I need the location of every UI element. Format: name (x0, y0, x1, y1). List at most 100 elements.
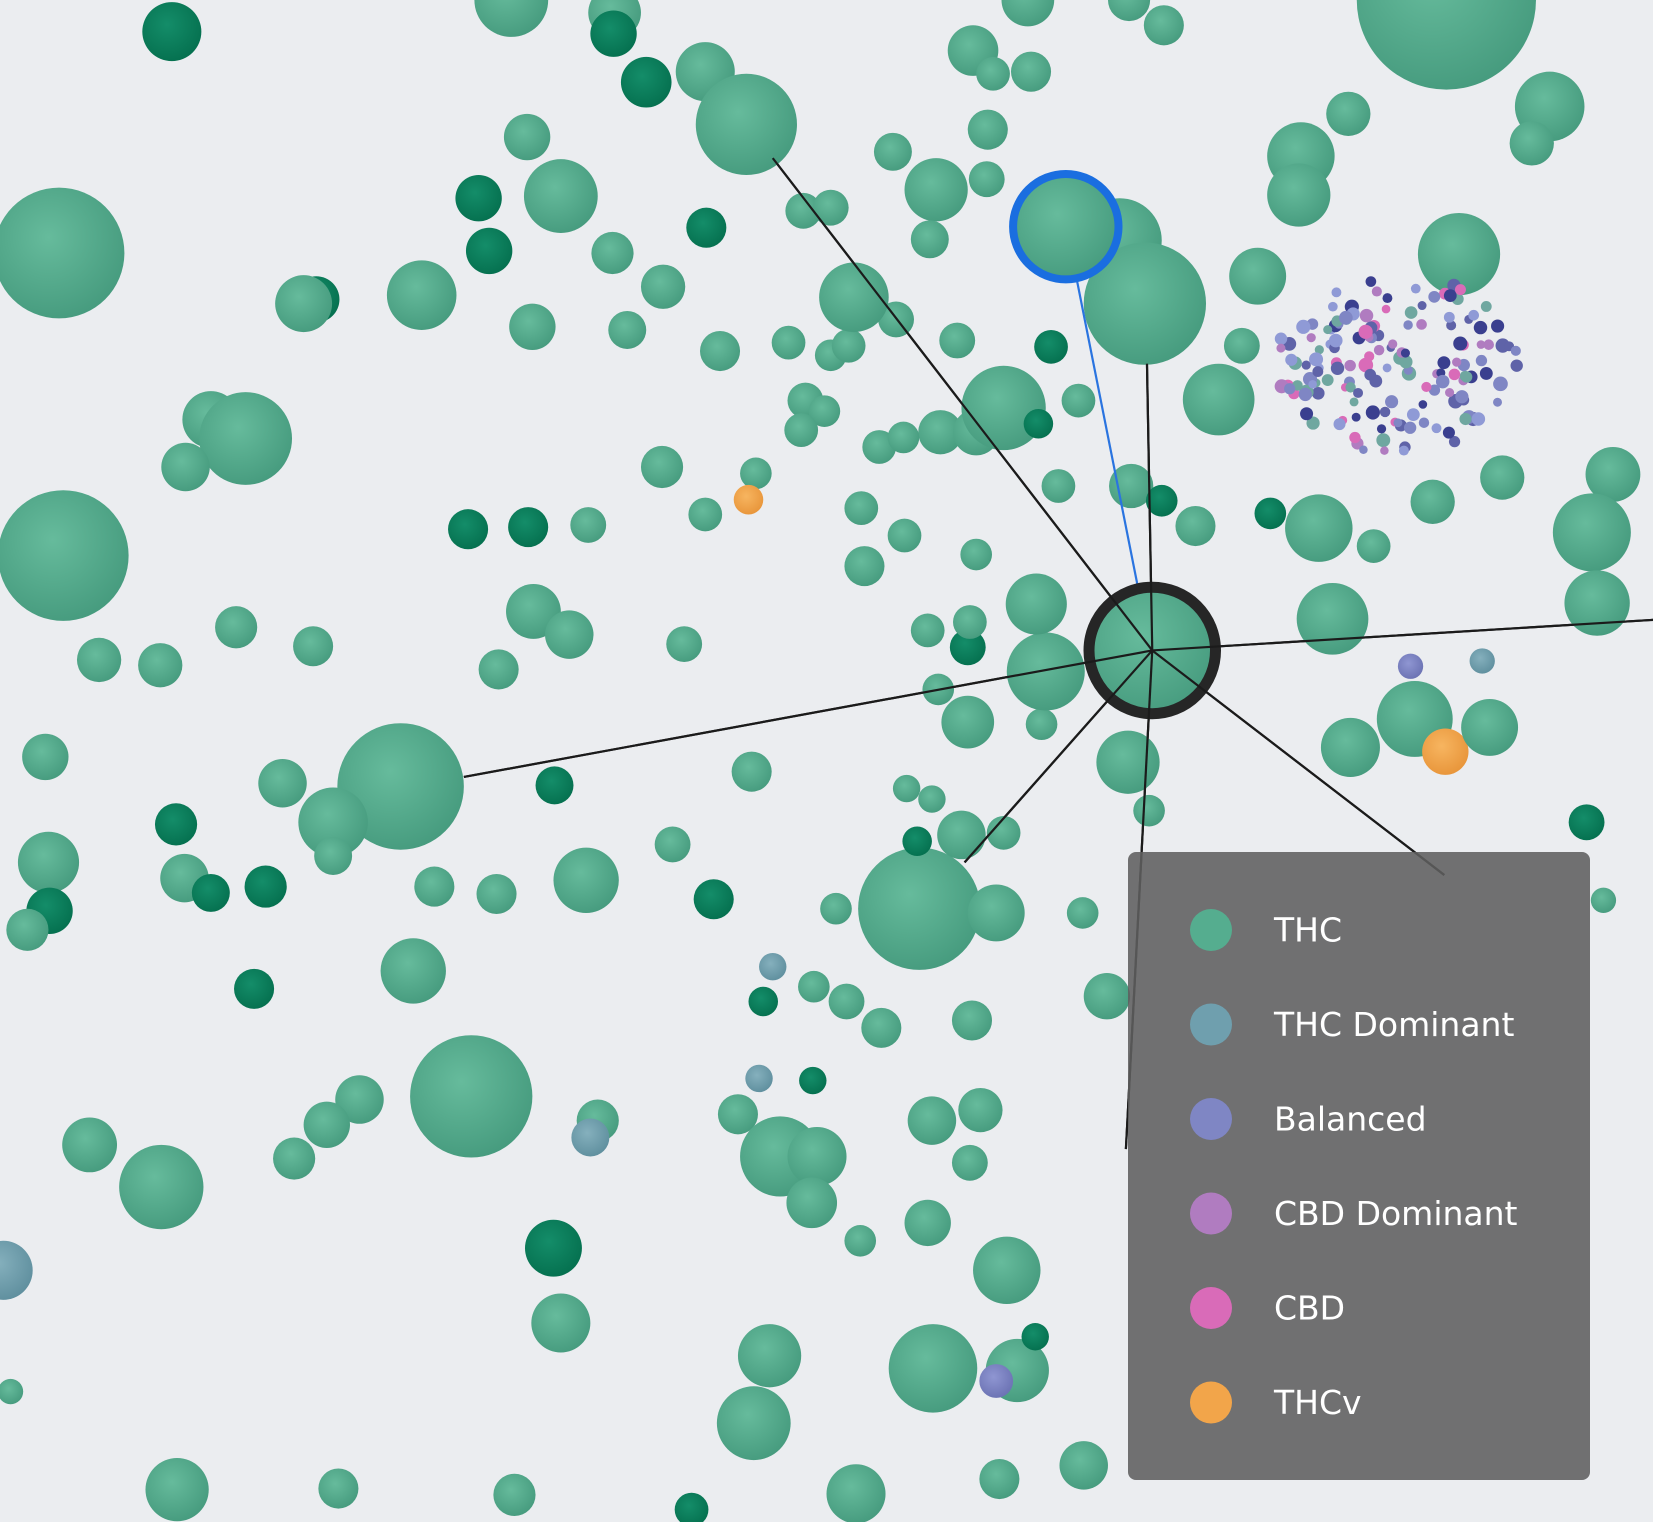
node[interactable] (1041, 469, 1076, 503)
node[interactable] (335, 1075, 384, 1124)
node[interactable] (967, 884, 1025, 942)
node[interactable] (1398, 445, 1409, 456)
node[interactable] (733, 484, 764, 515)
node[interactable] (524, 1219, 582, 1277)
node[interactable] (1312, 366, 1324, 378)
node[interactable] (902, 826, 932, 857)
node[interactable] (1083, 242, 1207, 365)
node[interactable] (1428, 290, 1441, 303)
node[interactable] (759, 953, 787, 981)
node[interactable] (1059, 1441, 1108, 1490)
node[interactable] (688, 497, 723, 532)
node[interactable] (699, 331, 741, 372)
node[interactable] (1446, 320, 1457, 331)
node[interactable] (410, 1035, 533, 1158)
node[interactable] (1454, 284, 1466, 296)
node[interactable] (620, 56, 672, 108)
node[interactable] (1351, 412, 1361, 422)
node[interactable] (1023, 409, 1054, 439)
node[interactable] (215, 606, 258, 649)
node[interactable] (1296, 582, 1369, 655)
node[interactable] (1379, 406, 1391, 418)
node[interactable] (654, 826, 691, 863)
node[interactable] (731, 751, 772, 792)
node[interactable] (1400, 348, 1410, 358)
node[interactable] (145, 1457, 209, 1522)
node[interactable] (717, 1094, 758, 1135)
node[interactable] (1365, 405, 1380, 420)
node[interactable] (1356, 0, 1536, 90)
node[interactable] (154, 803, 198, 846)
node[interactable] (918, 410, 963, 455)
node[interactable] (1349, 397, 1359, 407)
node[interactable] (1338, 310, 1353, 325)
node[interactable] (1393, 418, 1403, 428)
node[interactable] (737, 1324, 802, 1388)
node[interactable] (1274, 332, 1288, 345)
node[interactable] (1025, 708, 1058, 741)
node[interactable] (1005, 573, 1067, 635)
node[interactable] (1298, 387, 1312, 402)
node[interactable] (1358, 324, 1373, 339)
node[interactable] (1344, 359, 1356, 372)
node[interactable] (1376, 433, 1391, 448)
node[interactable] (1267, 163, 1331, 227)
node[interactable] (1333, 418, 1346, 431)
node[interactable] (787, 1126, 847, 1186)
node[interactable] (275, 275, 333, 333)
node[interactable] (523, 159, 598, 233)
node[interactable] (1509, 121, 1554, 166)
node[interactable] (478, 649, 519, 690)
node[interactable] (979, 1364, 1014, 1398)
node[interactable] (1417, 301, 1427, 311)
node[interactable] (976, 56, 1010, 91)
node[interactable] (831, 328, 866, 363)
node[interactable] (910, 220, 949, 259)
node[interactable] (674, 1492, 709, 1522)
node[interactable] (1418, 400, 1428, 409)
node[interactable] (234, 968, 275, 1009)
node[interactable] (844, 1224, 877, 1257)
node[interactable] (907, 1096, 957, 1145)
node[interactable] (716, 1386, 791, 1461)
node[interactable] (1083, 973, 1131, 1020)
node[interactable] (1358, 357, 1374, 373)
node[interactable] (545, 610, 594, 659)
node[interactable] (1306, 416, 1320, 430)
node[interactable] (508, 507, 549, 548)
node[interactable] (474, 0, 549, 37)
node[interactable] (960, 538, 993, 571)
node[interactable] (939, 322, 976, 359)
node[interactable] (1385, 395, 1399, 409)
node[interactable] (1021, 1323, 1049, 1351)
node[interactable] (640, 264, 686, 309)
node[interactable] (888, 1324, 978, 1413)
node[interactable] (861, 1007, 902, 1048)
node[interactable] (465, 227, 513, 275)
node[interactable] (0, 490, 129, 621)
node[interactable] (337, 723, 464, 850)
node[interactable] (771, 325, 806, 360)
node[interactable] (1314, 345, 1324, 355)
node[interactable] (503, 113, 551, 161)
node[interactable] (1455, 390, 1469, 404)
node[interactable] (608, 310, 647, 349)
node[interactable] (244, 865, 287, 908)
node[interactable] (1107, 0, 1151, 22)
node[interactable] (1306, 333, 1316, 343)
node[interactable] (910, 613, 945, 648)
node[interactable] (1276, 343, 1286, 353)
node[interactable] (0, 1240, 33, 1300)
node[interactable] (1254, 497, 1287, 530)
node[interactable] (1459, 370, 1471, 382)
node[interactable] (786, 1177, 838, 1229)
node[interactable] (1320, 717, 1380, 777)
node[interactable] (1323, 325, 1333, 335)
node[interactable] (949, 629, 986, 666)
node[interactable] (937, 810, 986, 860)
node[interactable] (591, 231, 634, 275)
node[interactable] (386, 260, 457, 330)
node[interactable] (1309, 352, 1324, 367)
node[interactable] (1453, 336, 1468, 351)
node[interactable] (819, 262, 889, 333)
